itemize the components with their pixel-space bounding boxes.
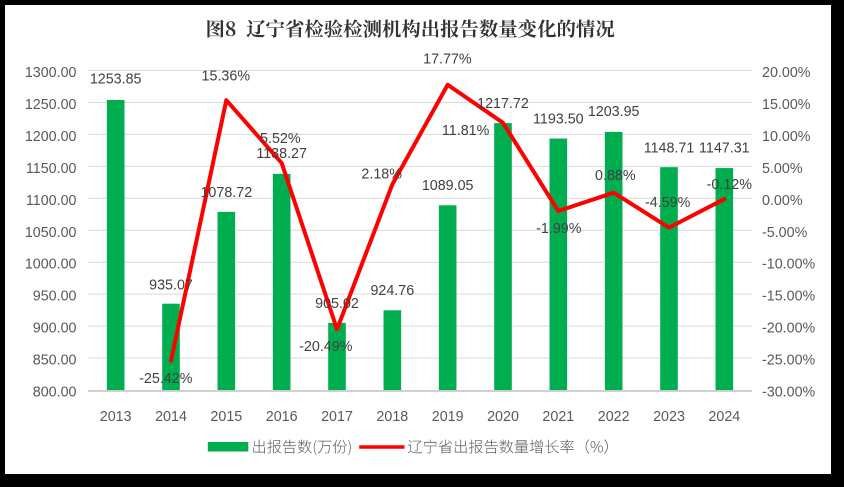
- svg-text:-25.42%: -25.42%: [139, 371, 193, 387]
- svg-text:1300.00: 1300.00: [25, 65, 77, 81]
- svg-text:-20.00%: -20.00%: [762, 321, 816, 337]
- svg-text:2017: 2017: [321, 409, 353, 425]
- svg-text:-30.00%: -30.00%: [762, 385, 816, 401]
- svg-text:17.77%: 17.77%: [423, 52, 472, 68]
- svg-text:1089.05: 1089.05: [422, 178, 474, 194]
- svg-text:2024: 2024: [708, 409, 740, 425]
- svg-text:1138.27: 1138.27: [256, 146, 307, 162]
- svg-text:5.00%: 5.00%: [762, 161, 803, 177]
- svg-text:20.00%: 20.00%: [762, 65, 811, 81]
- svg-text:15.36%: 15.36%: [202, 69, 251, 85]
- svg-text:935.07: 935.07: [149, 278, 193, 294]
- svg-text:-5.00%: -5.00%: [762, 225, 808, 241]
- svg-text:2022: 2022: [598, 409, 630, 425]
- svg-text:1253.85: 1253.85: [90, 72, 142, 88]
- svg-text:2018: 2018: [376, 409, 408, 425]
- svg-text:1150.00: 1150.00: [26, 161, 77, 177]
- svg-text:1000.00: 1000.00: [25, 257, 77, 273]
- svg-text:2016: 2016: [266, 409, 298, 425]
- svg-text:-10.00%: -10.00%: [762, 257, 816, 273]
- svg-text:0.00%: 0.00%: [762, 193, 803, 209]
- svg-text:11.81%: 11.81%: [442, 123, 490, 139]
- svg-text:1250.00: 1250.00: [25, 97, 77, 113]
- svg-text:2020: 2020: [487, 409, 519, 425]
- svg-text:2013: 2013: [100, 409, 132, 425]
- svg-text:1148.71: 1148.71: [644, 141, 695, 157]
- svg-text:2015: 2015: [210, 409, 242, 425]
- svg-text:-25.00%: -25.00%: [762, 353, 816, 369]
- svg-text:1050.00: 1050.00: [25, 225, 77, 241]
- svg-text:15.00%: 15.00%: [762, 97, 811, 113]
- svg-text:2019: 2019: [432, 409, 464, 425]
- svg-text:2023: 2023: [653, 409, 685, 425]
- svg-text:1100.00: 1100.00: [26, 193, 77, 209]
- svg-text:10.00%: 10.00%: [762, 129, 811, 145]
- svg-text:1203.95: 1203.95: [588, 104, 640, 120]
- svg-text:900.00: 900.00: [33, 321, 77, 337]
- svg-text:1147.31: 1147.31: [699, 141, 750, 157]
- svg-text:1078.72: 1078.72: [200, 185, 252, 201]
- svg-text:2014: 2014: [155, 409, 187, 425]
- svg-text:-0.12%: -0.12%: [707, 177, 753, 193]
- svg-text:924.76: 924.76: [370, 283, 414, 299]
- svg-text:5.52%: 5.52%: [260, 131, 301, 147]
- svg-text:950.00: 950.00: [33, 289, 77, 305]
- svg-text:800.00: 800.00: [33, 385, 77, 401]
- svg-text:905.02: 905.02: [315, 296, 359, 312]
- svg-text:2021: 2021: [542, 409, 574, 425]
- svg-text:0.88%: 0.88%: [595, 168, 636, 184]
- svg-text:1193.50: 1193.50: [533, 111, 584, 127]
- svg-text:-15.00%: -15.00%: [762, 289, 816, 305]
- svg-text:1200.00: 1200.00: [25, 129, 77, 145]
- svg-text:-1.99%: -1.99%: [536, 221, 582, 237]
- svg-text:2.18%: 2.18%: [361, 167, 402, 183]
- svg-text:-20.49%: -20.49%: [299, 339, 353, 355]
- svg-text:1217.72: 1217.72: [477, 96, 529, 112]
- svg-text:-4.59%: -4.59%: [645, 195, 691, 211]
- svg-text:850.00: 850.00: [33, 353, 77, 369]
